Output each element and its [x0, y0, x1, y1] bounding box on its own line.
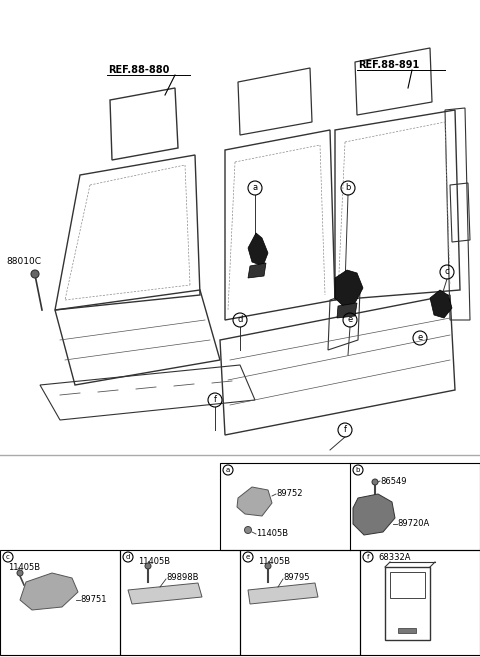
Bar: [360, 550, 480, 655]
Text: 11405B: 11405B: [256, 530, 288, 539]
Text: a: a: [252, 183, 258, 193]
Text: 88010C: 88010C: [6, 258, 41, 267]
Text: e: e: [246, 554, 250, 560]
Text: d: d: [237, 315, 243, 325]
Text: f: f: [367, 554, 369, 560]
Circle shape: [145, 563, 151, 569]
Polygon shape: [237, 487, 272, 516]
Circle shape: [17, 570, 23, 576]
Polygon shape: [20, 573, 78, 610]
Polygon shape: [353, 494, 395, 535]
Text: 89720A: 89720A: [397, 520, 429, 528]
Bar: [120, 550, 240, 655]
Text: 11405B: 11405B: [138, 556, 170, 566]
Polygon shape: [430, 290, 452, 318]
Polygon shape: [248, 583, 318, 604]
Text: 89751: 89751: [80, 595, 107, 604]
Text: c: c: [444, 267, 449, 277]
Text: c: c: [6, 554, 10, 560]
Text: 68332A: 68332A: [378, 553, 410, 562]
Polygon shape: [248, 233, 268, 266]
Text: 11405B: 11405B: [258, 556, 290, 566]
Polygon shape: [337, 303, 357, 318]
Polygon shape: [335, 270, 363, 306]
Text: e: e: [418, 334, 422, 342]
Polygon shape: [128, 583, 202, 604]
Bar: [0, 550, 120, 655]
Bar: [220, 463, 480, 550]
Text: b: b: [345, 183, 351, 193]
Text: b: b: [356, 467, 360, 473]
Text: REF.88-891: REF.88-891: [358, 60, 419, 70]
Circle shape: [31, 270, 39, 278]
Bar: [398, 628, 416, 633]
Circle shape: [265, 563, 271, 569]
Text: f: f: [214, 396, 216, 405]
Text: REF.88-880: REF.88-880: [108, 65, 169, 75]
Text: 89795: 89795: [283, 574, 310, 583]
Text: 86549: 86549: [380, 476, 407, 486]
Circle shape: [244, 526, 252, 533]
Text: 89898B: 89898B: [166, 574, 199, 583]
Text: 89752: 89752: [276, 489, 302, 497]
Text: e: e: [348, 315, 353, 325]
Text: d: d: [126, 554, 130, 560]
Bar: [240, 550, 360, 655]
Polygon shape: [248, 263, 266, 278]
Circle shape: [372, 479, 378, 485]
Text: a: a: [226, 467, 230, 473]
Text: f: f: [344, 426, 347, 434]
Text: 11405B: 11405B: [8, 562, 40, 572]
